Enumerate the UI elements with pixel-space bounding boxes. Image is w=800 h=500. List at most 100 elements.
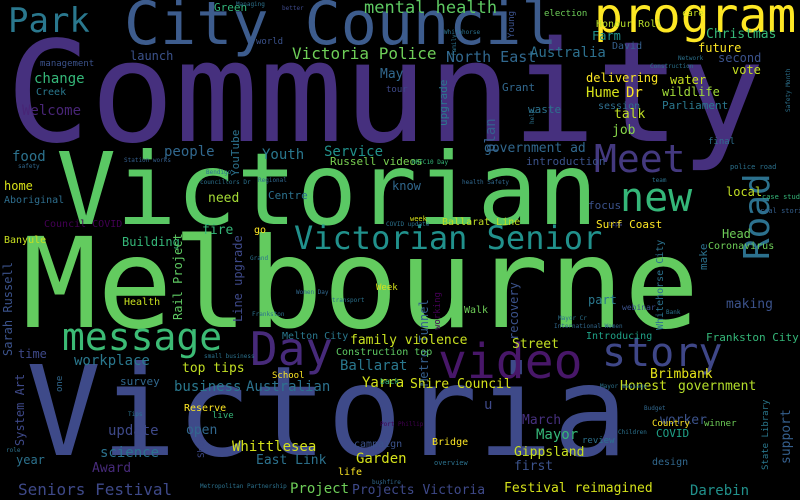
word-australian: Australian bbox=[246, 379, 331, 395]
word-delivering: delivering bbox=[586, 71, 659, 85]
word-youth: Youth bbox=[262, 147, 305, 163]
word-melbourne: Melbourne bbox=[22, 212, 700, 357]
word-city-council: City Council bbox=[124, 0, 558, 59]
word-project: Project bbox=[290, 481, 350, 497]
word-brimbank: Brimbank bbox=[650, 367, 713, 382]
word-talk: talk bbox=[614, 107, 646, 122]
word-upgrade: upgrade bbox=[437, 79, 450, 126]
word-country: Country bbox=[652, 419, 690, 429]
word-aboriginal: Aboriginal bbox=[4, 195, 65, 206]
word-metropolitan-partnership: Metropolitan Partnership bbox=[200, 483, 287, 490]
word-home: home bbox=[4, 179, 33, 193]
word-system-art: System Art bbox=[13, 373, 27, 446]
word-victorian-senior: Victorian Senior bbox=[294, 219, 603, 257]
word-focus: focus bbox=[588, 199, 622, 212]
word-government: government bbox=[678, 379, 757, 394]
word-transport: Mayor Cr bbox=[558, 315, 587, 322]
word-live: live bbox=[212, 411, 234, 421]
word-message: message bbox=[62, 315, 223, 359]
word-line-upgrade: Line upgrade bbox=[231, 235, 245, 322]
word-women-day: Women Day bbox=[296, 289, 329, 296]
word-survey: survey bbox=[120, 375, 160, 388]
word-parliament: Parliament bbox=[662, 99, 729, 112]
word-top-tips: top tips bbox=[182, 361, 245, 376]
word-young: Young bbox=[507, 10, 517, 38]
word-covid-update: International Women bbox=[554, 323, 623, 330]
word-ballarat-line: Ballarat Line bbox=[442, 217, 521, 228]
word-police-road: police road bbox=[730, 163, 777, 171]
word-mental-health: mental health bbox=[364, 0, 498, 18]
word-banyule: Banyule bbox=[4, 235, 47, 246]
word-overview: overview bbox=[434, 459, 468, 467]
word-bushfire: bushfire bbox=[372, 479, 401, 486]
word-budget: Budget bbox=[644, 405, 666, 412]
word-gippsland: Gippsland bbox=[514, 445, 585, 460]
word-working: working bbox=[433, 292, 443, 330]
word-dr: Dr bbox=[626, 85, 643, 101]
word-winner: winner bbox=[704, 419, 737, 429]
word-video: video bbox=[438, 334, 583, 390]
word-workplace: workplace bbox=[74, 353, 150, 369]
word-march: March bbox=[522, 413, 562, 428]
word-fire: fire bbox=[202, 223, 234, 238]
word-reserve: Reserve bbox=[184, 403, 227, 414]
word-session: session bbox=[598, 101, 641, 112]
word-may: May bbox=[380, 67, 404, 82]
word-science: science bbox=[100, 445, 160, 461]
word-new: new bbox=[620, 175, 693, 221]
word-green: Green bbox=[214, 1, 248, 14]
word-support: support bbox=[779, 409, 794, 464]
word-youtube: YouTube bbox=[229, 129, 242, 176]
word-review: review bbox=[582, 436, 615, 446]
word-council-covid: Council COVID bbox=[44, 219, 123, 230]
word-school: School bbox=[272, 371, 305, 381]
word-frankston: Frankston bbox=[252, 311, 285, 318]
word-real-stories: real stories bbox=[760, 207, 800, 215]
word-u: u bbox=[484, 397, 493, 413]
word-health-safety: health Safety bbox=[462, 179, 509, 186]
word-recovery: recovery bbox=[507, 282, 521, 340]
word-webinar: webinar bbox=[622, 303, 656, 312]
word-making: making bbox=[726, 297, 773, 312]
word-safety: transport bbox=[332, 297, 365, 304]
word-local: local bbox=[726, 185, 763, 199]
word-tips-small: tips bbox=[608, 221, 623, 228]
word-second: second bbox=[718, 51, 762, 65]
word-service: Service bbox=[324, 144, 384, 160]
word-week: Week bbox=[376, 283, 398, 293]
word-head: Head bbox=[722, 227, 751, 241]
word-station-works: Station works bbox=[124, 157, 171, 164]
word-whitehorse-city: Whitehorse City bbox=[655, 239, 666, 330]
word-state-library: State Library bbox=[761, 399, 771, 470]
word-know: know bbox=[392, 179, 421, 193]
word-waste: waste bbox=[528, 103, 562, 116]
word-labour: help bbox=[529, 109, 536, 124]
word-vote: vote bbox=[732, 63, 761, 77]
word-better: better bbox=[282, 5, 304, 12]
word-management: management bbox=[40, 59, 95, 69]
word-update: update bbox=[108, 423, 159, 439]
word-help: safety bbox=[18, 163, 40, 170]
word-network: Network bbox=[678, 55, 704, 62]
word-melton-city: Melton City bbox=[282, 331, 349, 342]
word-sarah-russell: Sarah Russell bbox=[1, 262, 15, 356]
word-garden: Garden bbox=[356, 451, 407, 467]
word-open: open bbox=[186, 423, 218, 438]
word-festival-reimagined: Festival reimagined bbox=[504, 481, 653, 496]
word-honour-roll: Honour Roll bbox=[596, 19, 663, 30]
word-government-ad: government ad bbox=[484, 141, 586, 156]
word-make: make bbox=[697, 243, 710, 271]
word-role: role bbox=[6, 447, 21, 454]
word-introducing: Introducing bbox=[586, 331, 653, 342]
word-future: future bbox=[698, 41, 742, 55]
word-frankston-city: Frankston City bbox=[706, 331, 799, 344]
word-mayor: Mayor bbox=[536, 427, 579, 443]
word-managing: Managing bbox=[236, 1, 265, 8]
word-safety-month: Safety Month bbox=[785, 68, 792, 112]
word-campaign: campaign bbox=[354, 439, 403, 450]
word-ballarat: Ballarat bbox=[340, 358, 408, 374]
word-year: year bbox=[16, 453, 45, 467]
word-life: life bbox=[338, 467, 363, 478]
word-seniors-festival: Seniors Festival bbox=[18, 480, 173, 499]
